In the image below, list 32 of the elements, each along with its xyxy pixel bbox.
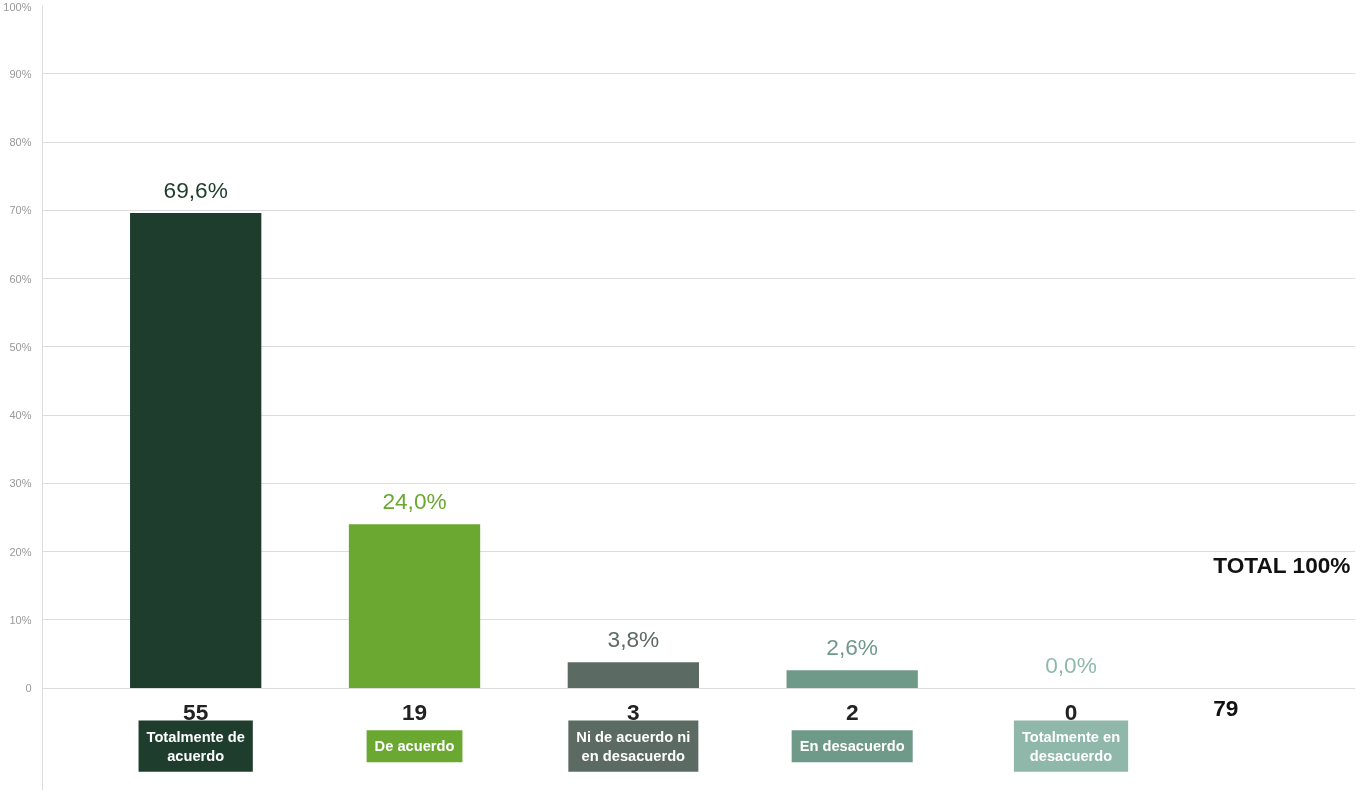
data-label: 69,6% [163,176,228,203]
x-tick-label: En desacuerdo [799,738,905,755]
y-tick-label: 90% [9,67,32,80]
x-tick-label: Totalmente de acuerdo [146,728,245,764]
data-label: 0,0% [1045,651,1097,678]
y-tick-label: 70% [9,204,32,217]
y-tick-label: 30% [9,477,32,490]
y-tick-label: 60% [9,272,32,285]
annotation: 0 [1064,698,1078,725]
x-tick-label: Ni de acuerdo ni en desacuerdo [576,728,691,764]
bar [567,662,699,689]
y-tick-label: 80% [9,136,32,149]
annotation: TOTAL 100% [1213,552,1351,579]
data-label: 2,6% [826,634,878,661]
data-label: 3,8% [607,625,660,652]
data-label: 24,0% [382,488,447,515]
bar [786,670,918,689]
x-tick-label: Totalmente en desacuerdo [1021,728,1121,764]
y-tick-label: 40% [9,409,32,422]
annotation: 19 [401,698,428,725]
y-tick-label: 20% [9,545,32,558]
y-tick-label: 50% [9,340,32,353]
bar [130,213,262,689]
y-tick-label: 10% [9,613,32,626]
annotation: 55 [183,698,209,725]
y-tick-label: 0 [25,682,32,695]
annotation: 79 [1213,695,1239,722]
y-tick-label: 100% [3,0,32,13]
x-tick-label: De acuerdo [374,738,455,755]
annotation: 2 [845,698,859,725]
bar [348,524,481,689]
annotation: 3 [627,698,640,725]
